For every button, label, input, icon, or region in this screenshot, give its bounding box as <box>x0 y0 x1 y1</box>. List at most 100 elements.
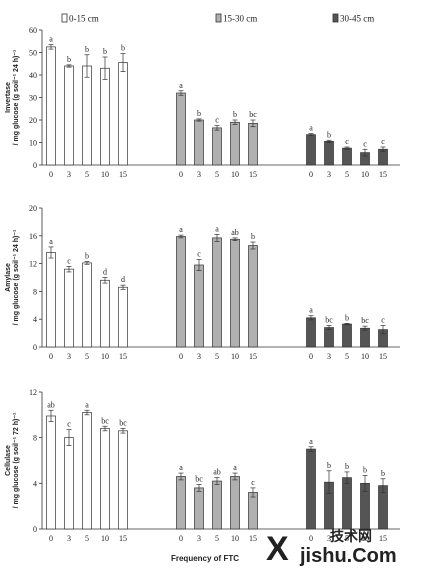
x-tick-label: 15 <box>249 352 257 361</box>
significance-letter: b <box>327 130 331 139</box>
x-tick-label: 5 <box>345 170 349 179</box>
significance-letter: ab <box>231 228 239 237</box>
significance-letter: ab <box>47 400 55 409</box>
bar <box>230 121 240 166</box>
x-tick-label: 5 <box>345 534 349 543</box>
legend-entry: 30-45 cm <box>332 13 374 24</box>
legend-swatch <box>332 13 339 23</box>
significance-letter: bc <box>195 474 203 483</box>
x-tick-label: 3 <box>327 170 331 179</box>
x-tick-label: 10 <box>101 170 109 179</box>
x-tick-label: 15 <box>119 352 127 361</box>
legend-swatch <box>215 13 222 23</box>
y-tick-label: 20 <box>29 204 37 213</box>
significance-letter: c <box>251 478 255 487</box>
y-tick-label: 0 <box>33 525 37 534</box>
x-tick-label: 10 <box>101 534 109 543</box>
significance-letter: bc <box>361 316 369 325</box>
bar <box>118 430 128 530</box>
significance-letter: b <box>363 465 367 474</box>
x-tick-label: 15 <box>379 534 387 543</box>
x-tick-label: 0 <box>309 534 313 543</box>
x-tick-label: 0 <box>179 170 183 179</box>
significance-letter: ab <box>213 468 221 477</box>
bar <box>176 236 186 348</box>
x-tick-label: 10 <box>361 352 369 361</box>
bar <box>64 437 74 530</box>
x-tick-label: 5 <box>85 534 89 543</box>
x-tick-label: 10 <box>361 534 369 543</box>
bar <box>306 134 316 166</box>
x-tick-label: 0 <box>309 170 313 179</box>
x-tick-label: 5 <box>215 170 219 179</box>
x-tick-label: 0 <box>179 352 183 361</box>
bar <box>82 65 92 166</box>
y-tick-label: 40 <box>29 71 37 80</box>
significance-letter: b <box>327 461 331 470</box>
bar <box>212 480 222 530</box>
significance-letter: b <box>381 469 385 478</box>
y-tick-label: 20 <box>29 116 37 125</box>
bar <box>342 477 352 530</box>
y-tick-label: 8 <box>33 434 37 443</box>
significance-letter: a <box>179 463 183 472</box>
significance-letter: c <box>67 420 71 429</box>
x-tick-label: 5 <box>215 534 219 543</box>
significance-letter: c <box>215 116 219 125</box>
significance-letter: b <box>251 232 255 241</box>
significance-letter: b <box>197 109 201 118</box>
significance-letter: b <box>103 47 107 56</box>
y-axis-label: / mg glucose (g soil⁻¹ 24 h)⁻¹ <box>13 229 20 325</box>
significance-letter: c <box>363 139 367 148</box>
bar <box>176 476 186 530</box>
significance-letter: bc <box>119 419 127 428</box>
legend-label: 15-30 cm <box>223 14 257 24</box>
significance-letter: b <box>85 252 89 261</box>
series-0-15 cm: a 0 b 3 b 5 b 10 b 15 <box>46 35 128 179</box>
bar <box>194 487 204 530</box>
chart-panel-cellulase: 0 4 8 12 Cellulase / mg glucose (g soil⁻¹ 72 … <box>5 388 400 543</box>
x-tick-label: 3 <box>327 534 331 543</box>
bar <box>194 264 204 348</box>
bar <box>342 147 352 166</box>
bar <box>82 262 92 348</box>
significance-letter: a <box>233 463 237 472</box>
legend-label: 0-15 cm <box>69 14 99 24</box>
watermark-mark: X <box>266 530 289 568</box>
significance-letter: c <box>381 315 385 324</box>
significance-letter: c <box>381 137 385 146</box>
x-tick-label: 5 <box>85 170 89 179</box>
y-tick-label: 16 <box>29 232 37 241</box>
x-tick-label: 3 <box>197 534 201 543</box>
bar <box>324 141 334 166</box>
y-tick-label: 4 <box>33 315 37 324</box>
x-tick-label: 15 <box>379 170 387 179</box>
bar <box>82 412 92 530</box>
x-tick-label: 10 <box>231 170 239 179</box>
x-tick-label: 3 <box>67 170 71 179</box>
x-tick-label: 15 <box>249 170 257 179</box>
significance-letter: bc <box>101 416 109 425</box>
x-tick-label: 3 <box>67 534 71 543</box>
significance-letter: a <box>49 237 53 246</box>
watermark-domain: jishu.Com <box>299 545 397 567</box>
series-15-30 cm: a 0 c 3 a 5 ab 10 b 15 <box>176 224 258 361</box>
x-tick-label: 5 <box>85 352 89 361</box>
x-tick-label: 15 <box>119 170 127 179</box>
bar <box>100 67 110 166</box>
y-tick-label: 12 <box>29 260 37 269</box>
x-tick-label: 5 <box>215 352 219 361</box>
y-tick-label: 0 <box>33 343 37 352</box>
significance-letter: c <box>197 249 201 258</box>
x-tick-label: 3 <box>327 352 331 361</box>
series-0-15 cm: a 0 c 3 b 5 d 10 d 15 <box>46 237 128 361</box>
bar <box>212 127 222 166</box>
legend-entry: 15-30 cm <box>215 13 257 24</box>
x-tick-label: 3 <box>197 352 201 361</box>
bar <box>64 65 74 166</box>
y-tick-label: 60 <box>29 26 37 35</box>
bar <box>118 286 128 348</box>
significance-letter: a <box>309 124 313 133</box>
x-tick-label: 0 <box>49 170 53 179</box>
